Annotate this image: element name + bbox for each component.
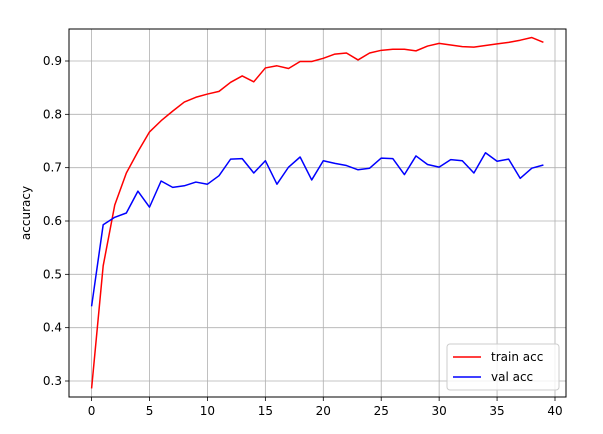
y-axis: 0.3 0.4 0.5 0.6 0.7 0.8 0.9 (43, 54, 69, 388)
y-tick-label: 0.7 (43, 161, 62, 175)
x-tick-label: 40 (547, 404, 562, 418)
y-tick-label: 0.8 (43, 107, 62, 121)
legend: train acc val acc (446, 343, 560, 391)
legend-label-val-acc: val acc (491, 370, 533, 384)
x-tick-label: 10 (200, 404, 215, 418)
y-tick-label: 0.4 (43, 321, 62, 335)
y-tick-label: 0.6 (43, 214, 62, 228)
x-tick-label: 5 (146, 404, 154, 418)
x-tick-label: 0 (88, 404, 96, 418)
y-tick-label: 0.3 (43, 374, 62, 388)
series-line-val-acc (90, 151, 544, 307)
x-tick-label: 15 (258, 404, 273, 418)
legend-box (446, 343, 560, 391)
x-axis: 0 5 10 15 20 25 30 35 40 (88, 397, 563, 418)
series-line-train-acc (90, 36, 544, 389)
x-tick-label: 30 (432, 404, 447, 418)
series-layer (90, 36, 544, 389)
plot-area (69, 29, 566, 397)
y-axis-title: accuracy (19, 186, 33, 240)
y-tick-label: 0.5 (43, 267, 62, 281)
plot-frame (68, 28, 567, 398)
y-tick-label: 0.9 (43, 54, 62, 68)
x-tick-label: 35 (489, 404, 504, 418)
legend-label-train-acc: train acc (491, 350, 543, 364)
x-tick-label: 25 (374, 404, 389, 418)
x-tick-label: 20 (316, 404, 331, 418)
